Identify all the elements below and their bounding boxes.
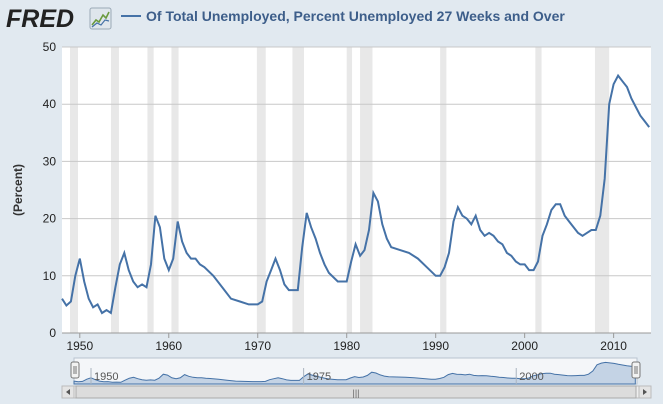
chart-title: Of Total Unemployed, Percent Unemployed …	[146, 8, 565, 24]
navigator-right-handle[interactable]	[631, 361, 641, 379]
recession-band	[256, 47, 266, 333]
scrollbar-thumb[interactable]	[75, 385, 637, 399]
recession-band	[346, 47, 353, 333]
y-tick-label: 20	[43, 212, 57, 226]
y-tick-label: 0	[49, 326, 56, 340]
x-tick-label: 1950	[66, 339, 93, 353]
trend-chart-icon	[89, 7, 112, 30]
x-tick-label: 2000	[511, 339, 538, 353]
recession-band	[171, 47, 179, 333]
navigator-ticks: 1950 1975 2000	[90, 368, 544, 384]
navigator-series-area	[73, 361, 636, 385]
recession-band	[594, 47, 610, 333]
recession-band	[110, 47, 119, 333]
navigator-tick-label: 1950	[94, 371, 118, 383]
x-tick-label: 1960	[155, 339, 182, 353]
arrow-left-icon	[66, 389, 70, 395]
navigator-tick-label: 1975	[307, 371, 331, 383]
scroll-left-button[interactable]	[61, 385, 75, 399]
y-tick-label: 40	[43, 97, 57, 111]
navigator-left-handle[interactable]	[70, 361, 80, 379]
y-tick-label: 30	[43, 154, 57, 168]
recession-band	[360, 47, 373, 333]
recession-band	[147, 47, 154, 333]
axis-ticks: 0 10 20 30 40 50 1950 1960 1970 1980 1990 2000 2010	[43, 40, 628, 353]
plot-area: 0 10 20 30 40 50 1950 1960 1970 1980 1990 2000 2010	[43, 40, 651, 353]
scrollbar-grip: |||	[352, 388, 359, 398]
x-tick-label: 1990	[422, 339, 449, 353]
y-axis-label: (Percent)	[11, 164, 25, 216]
y-tick-label: 10	[43, 269, 57, 283]
navigator: 1950 1975 2000	[70, 357, 641, 385]
x-tick-label: 2010	[600, 339, 627, 353]
fred-logo: FRED	[6, 5, 74, 33]
scroll-right-button[interactable]	[638, 385, 652, 399]
recession-bands	[70, 47, 610, 333]
recession-band	[535, 47, 542, 333]
recession-band	[292, 47, 305, 333]
y-tick-label: 50	[43, 40, 57, 54]
recession-band	[70, 47, 79, 333]
x-tick-label: 1970	[244, 339, 271, 353]
navigator-tick-label: 2000	[519, 371, 543, 383]
recession-band	[440, 47, 447, 333]
series-line	[61, 73, 650, 315]
header: FRED Of Total Unemployed, Percent Unempl…	[6, 5, 565, 33]
plot-background	[62, 47, 651, 333]
gridlines	[62, 46, 651, 277]
scrollbar[interactable]: |||	[61, 385, 652, 399]
arrow-right-icon	[643, 389, 647, 395]
x-tick-label: 1980	[333, 339, 360, 353]
